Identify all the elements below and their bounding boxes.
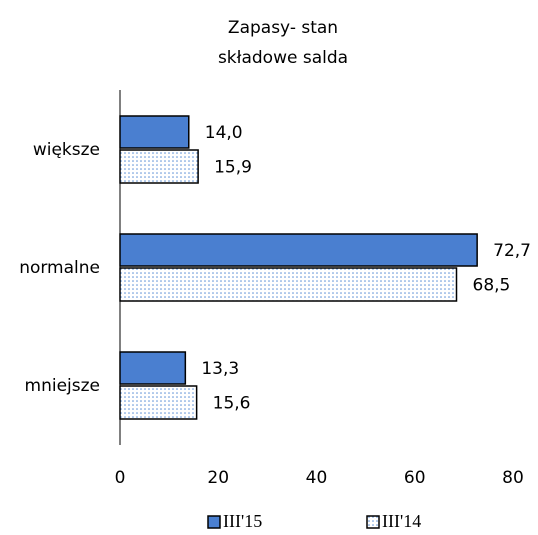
x-tick-label: 80 [502,468,524,488]
x-tick-label: 60 [404,468,426,488]
y-tick-label: mniejsze [25,376,100,396]
data-label: 14,0 [205,123,243,143]
legend: III'15 III'14 [207,511,421,531]
x-tick-label: 20 [207,468,229,488]
chart-title: Zapasy- stan [228,18,338,38]
legend-label: III'14 [382,511,421,531]
bar [119,149,199,184]
y-tick-label: większe [33,140,100,160]
x-tick-label: 40 [306,468,328,488]
legend-label: III'15 [223,511,262,531]
legend-swatch [207,515,221,529]
data-label: 15,9 [214,158,252,178]
data-label: 13,3 [201,359,239,379]
data-label: 68,5 [473,276,511,296]
bar [119,267,458,302]
bar [119,385,198,420]
data-label: 15,6 [213,394,251,414]
data-label: 72,7 [493,241,531,261]
legend-swatch [366,515,380,529]
bar [119,115,190,149]
bar [119,351,187,385]
chart-title: składowe salda [218,48,348,68]
y-tick-label: normalne [19,258,100,278]
x-tick-label: 0 [115,468,126,488]
bar [119,233,478,267]
